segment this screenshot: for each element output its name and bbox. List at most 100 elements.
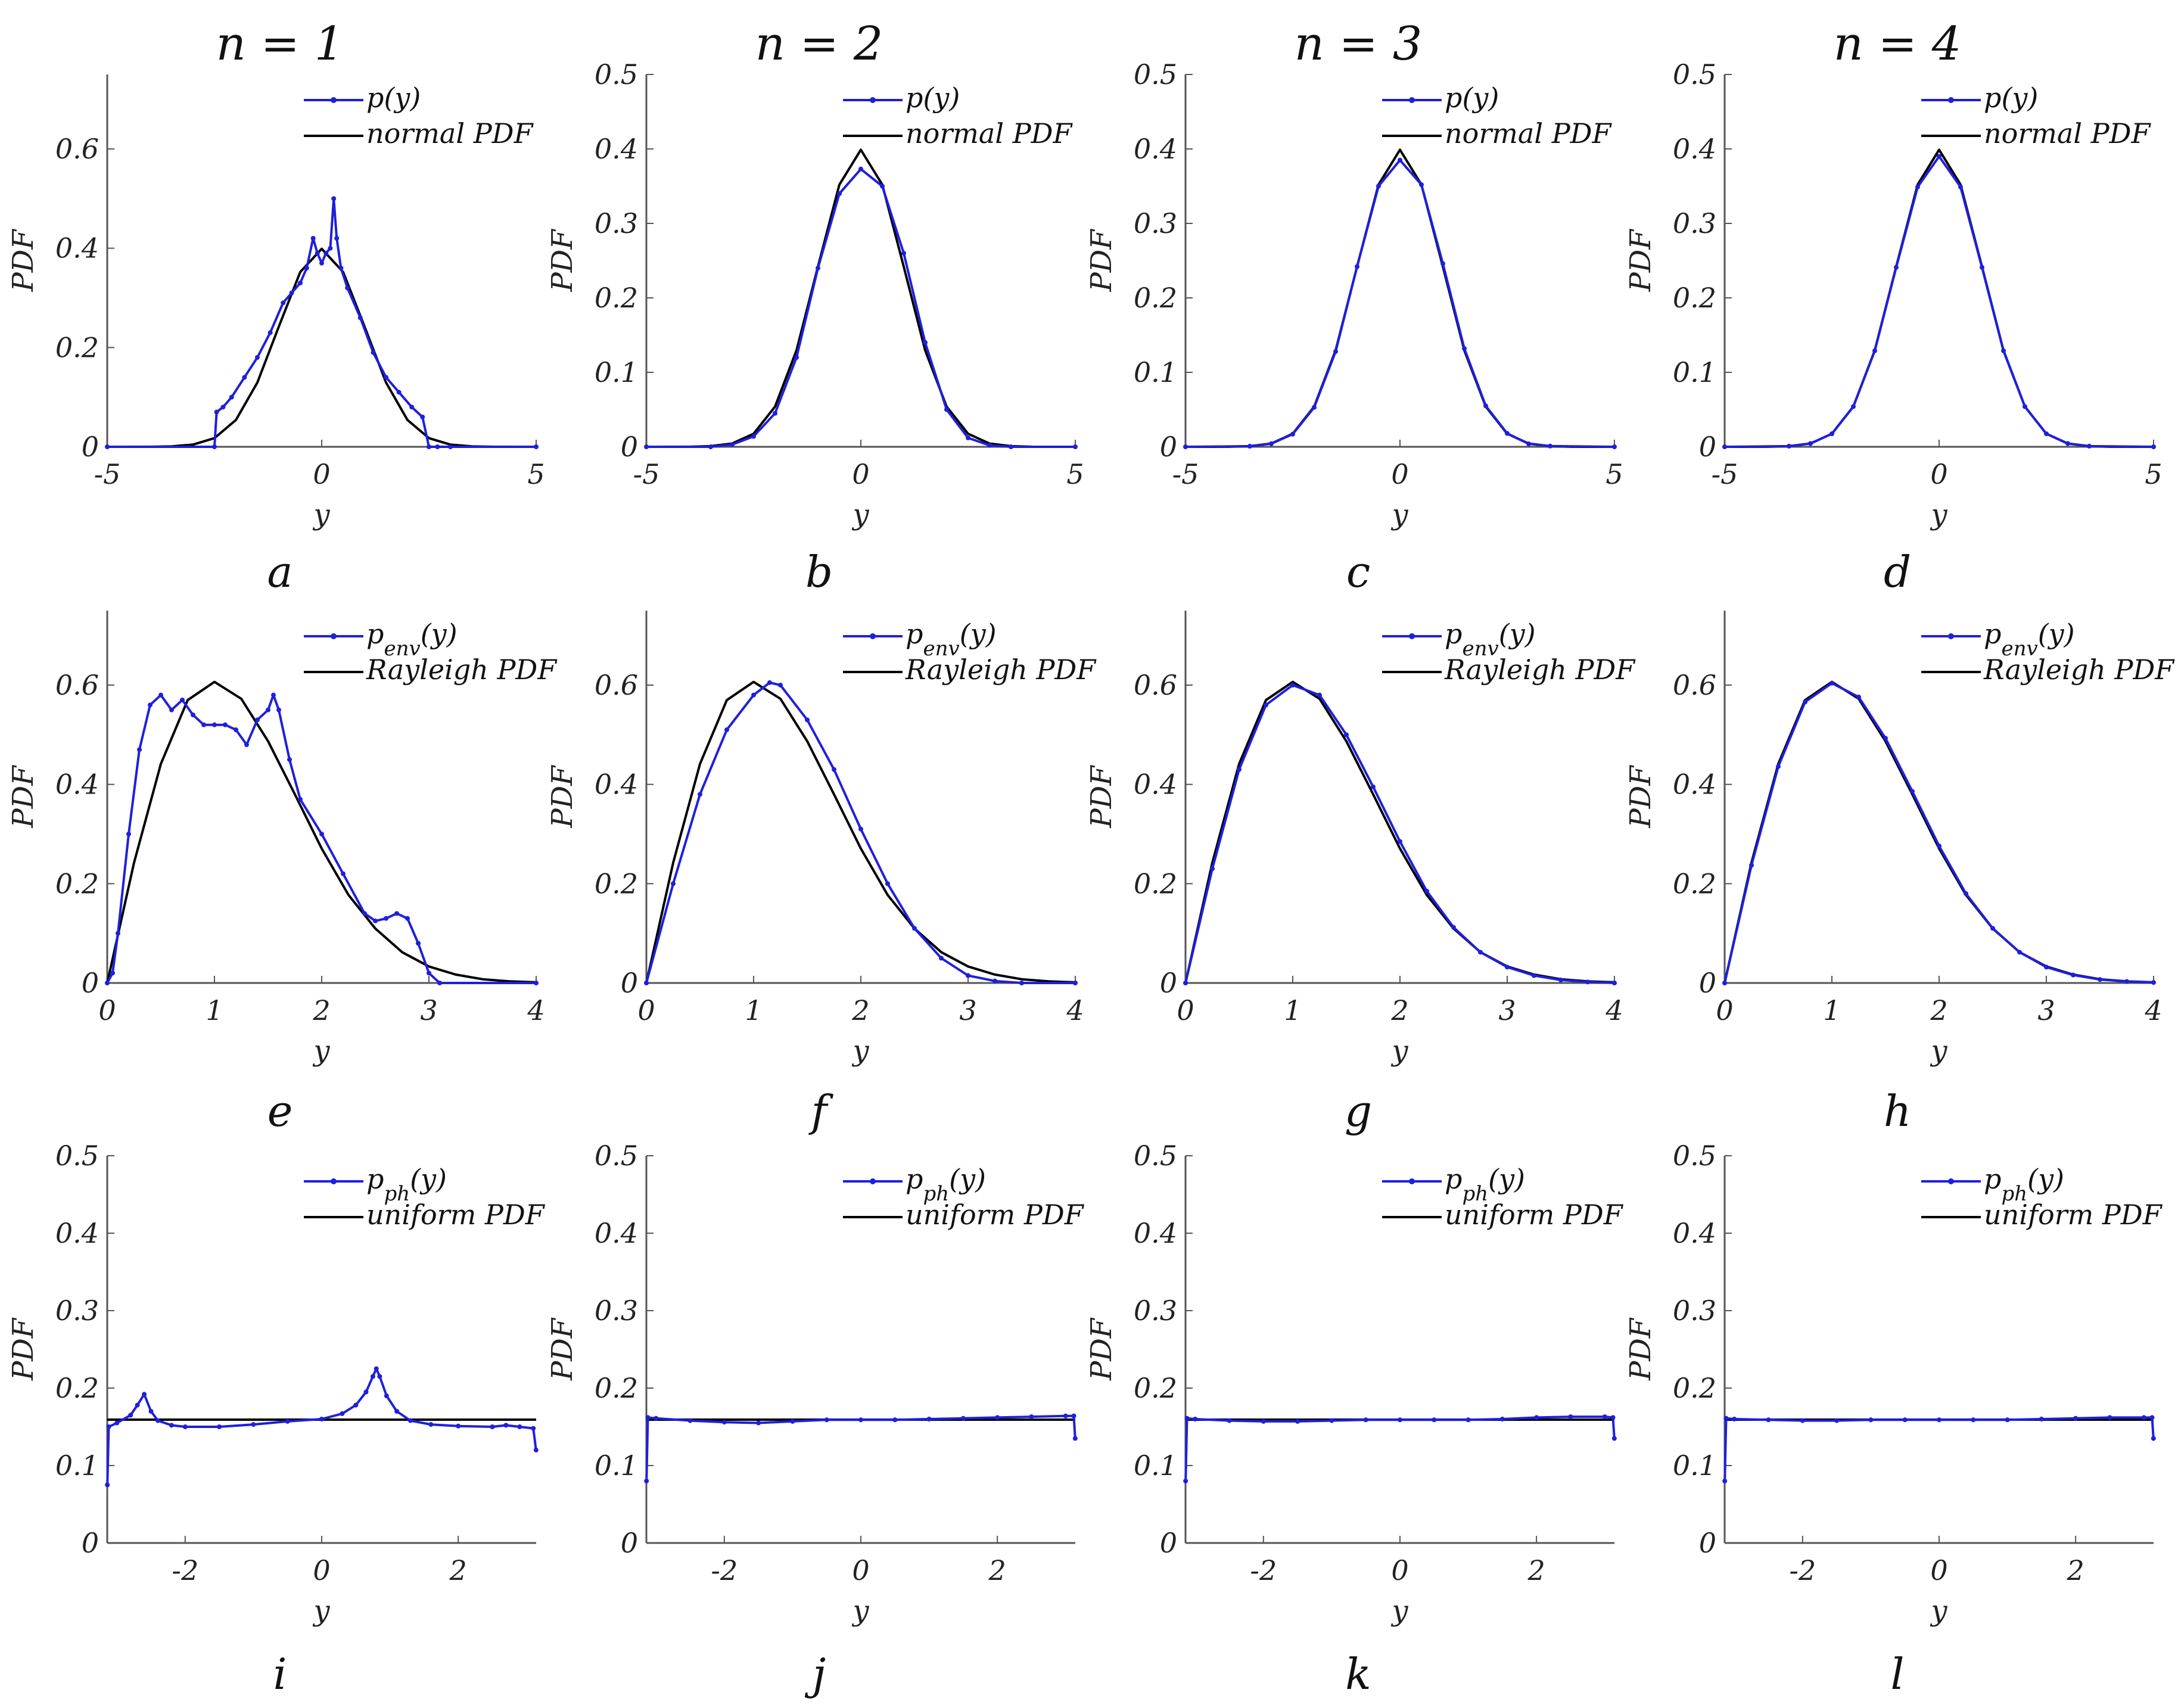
data-point: [328, 245, 333, 251]
data-point: [428, 1422, 434, 1427]
legend-label-empirical: penv(y): [1984, 618, 2075, 661]
x-tick-label: 0: [1177, 994, 1194, 1026]
x-axis-label: y: [1930, 498, 1947, 531]
x-tick-label: 0: [313, 1554, 330, 1586]
data-point: [1355, 264, 1359, 269]
legend-marker: [870, 633, 876, 639]
data-point: [106, 1424, 111, 1429]
legend-marker: [331, 97, 337, 103]
x-tick-label: 4: [1066, 994, 1084, 1026]
legend-marker: [331, 1178, 337, 1184]
legend-label-empirical: p(y): [1984, 82, 2038, 114]
legend-label-theoretical: Rayleigh PDF: [366, 654, 558, 686]
data-point: [2044, 965, 2049, 970]
data-point: [2151, 1436, 2156, 1441]
y-tick-label: 0.5: [595, 58, 638, 91]
data-point: [1829, 431, 1834, 437]
legend-marker: [1409, 97, 1415, 103]
panel-g: 0 0.2 0.4 0.6 0 1 2 3 4 y PDF penv(y)Rayleigh PDF g: [1085, 611, 1636, 1136]
data-point: [645, 1415, 651, 1420]
legend-label-theoretical: normal PDF: [1984, 117, 2152, 150]
x-tick-label: 2: [1930, 994, 1947, 1026]
data-point: [223, 722, 228, 727]
x-axis-label: y: [851, 1034, 869, 1068]
data-point: [298, 797, 303, 802]
y-tick-label: 0.5: [1134, 58, 1177, 91]
x-axis-label: y: [1930, 1034, 1947, 1068]
data-point: [1568, 1414, 1573, 1420]
data-point: [448, 444, 453, 449]
y-tick-label: 0.4: [595, 1217, 638, 1249]
data-point: [1602, 1414, 1607, 1420]
data-point: [315, 251, 320, 256]
legend-label-theoretical: uniform PDF: [366, 1199, 546, 1231]
data-point: [751, 692, 756, 698]
y-tick-label: 0.4: [55, 1217, 99, 1249]
data-point: [1585, 979, 1590, 985]
x-tick-label: -5: [633, 458, 660, 490]
data-point: [217, 1424, 222, 1429]
data-point: [892, 1417, 898, 1423]
data-point: [1851, 404, 1856, 409]
data-point: [1732, 1417, 1737, 1421]
data-point: [1902, 1417, 1908, 1423]
data-point: [142, 1392, 147, 1397]
data-point: [1183, 1479, 1188, 1483]
x-tick-label: -5: [1172, 458, 1199, 490]
x-tick-label: 2: [312, 994, 330, 1026]
data-point: [394, 1409, 400, 1414]
y-tick-label: 0.6: [1673, 669, 1716, 701]
data-point: [304, 266, 309, 270]
data-point: [1872, 348, 1877, 353]
data-point: [357, 315, 363, 321]
legend-label-empirical: penv(y): [366, 618, 458, 661]
panel-letter: c: [1346, 547, 1370, 597]
y-tick-label: 0.5: [1134, 1140, 1177, 1172]
data-point: [790, 1418, 795, 1424]
data-point: [340, 1411, 345, 1416]
data-point: [319, 1417, 324, 1421]
y-tick-label: 0.1: [1673, 1449, 1716, 1482]
data-point: [1312, 405, 1317, 410]
y-tick-label: 0: [621, 431, 638, 463]
panel-e: 0 0.2 0.4 0.6 0 1 2 3 4 y PDF penv(y)Rayleigh PDF e: [7, 611, 558, 1136]
y-tick-label: 0: [1160, 967, 1177, 999]
x-tick-label: -2: [1250, 1554, 1277, 1586]
y-tick-label: 0.2: [1134, 1372, 1177, 1404]
data-point: [396, 390, 402, 395]
data-point: [437, 981, 442, 985]
y-tick-label: 0.4: [595, 133, 638, 165]
data-point: [128, 1413, 133, 1418]
data-point: [730, 442, 735, 447]
data-point: [377, 1374, 382, 1379]
data-point: [858, 826, 863, 832]
y-tick-label: 0.1: [1673, 356, 1716, 388]
data-point: [1532, 973, 1536, 978]
data-point: [880, 183, 885, 189]
data-point: [1432, 1417, 1437, 1423]
data-point: [1937, 844, 1941, 848]
data-point: [255, 355, 260, 360]
data-point: [1611, 1436, 1617, 1441]
panel-letter: l: [1890, 1649, 1904, 1699]
data-point: [1290, 683, 1295, 687]
y-tick-label: 0: [82, 1527, 99, 1559]
data-point: [503, 1423, 509, 1428]
column-title: n = 2: [755, 17, 883, 71]
panel-j: 0 0.1 0.2 0.3 0.4 0.5 -2 0 2 y PDF pph(y)uniform PD…: [546, 1140, 1085, 1699]
x-tick-label: 0: [852, 458, 869, 490]
data-point: [654, 1415, 659, 1421]
y-axis-label: PDF: [1085, 229, 1118, 293]
legend-marker: [870, 97, 876, 103]
y-tick-label: 0.2: [1673, 1372, 1716, 1404]
data-point: [1451, 925, 1456, 930]
data-point: [180, 698, 185, 702]
data-point: [1227, 1418, 1232, 1423]
data-point: [698, 792, 702, 797]
data-point: [169, 1423, 174, 1428]
data-point: [1264, 702, 1268, 708]
data-point: [1526, 441, 1531, 446]
x-tick-label: -2: [172, 1554, 198, 1586]
